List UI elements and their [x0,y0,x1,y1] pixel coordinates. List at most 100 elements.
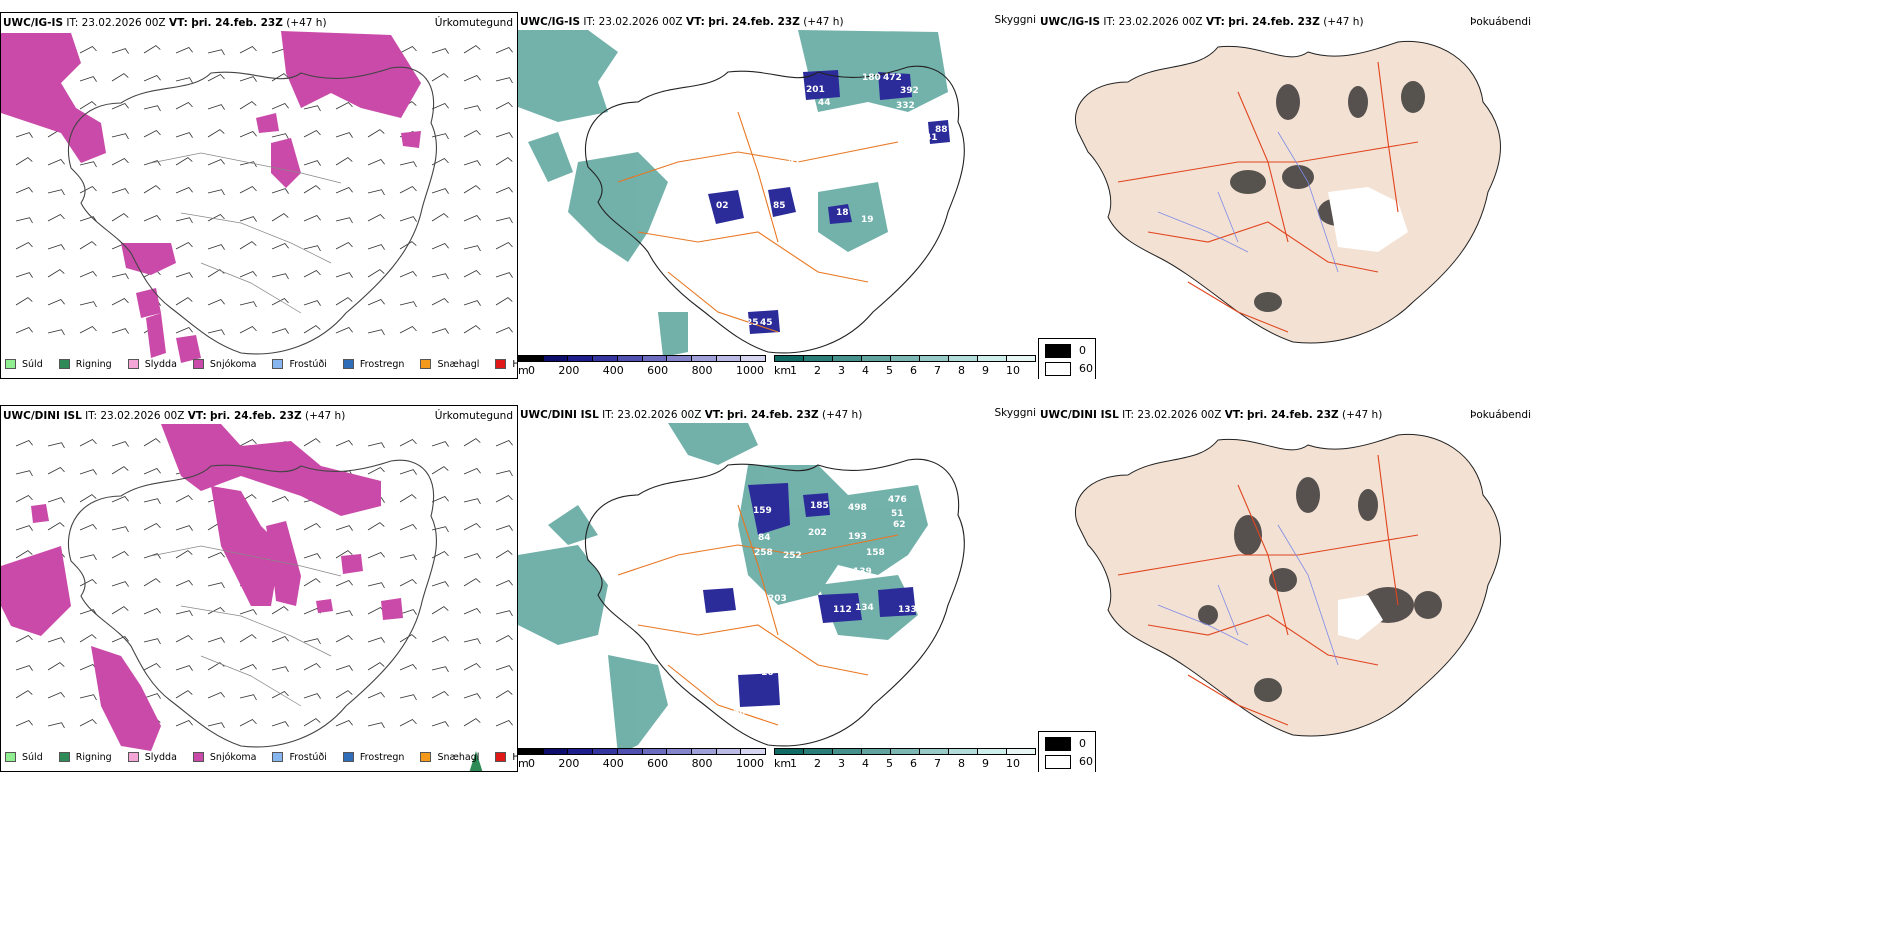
fog-legend-swatch [1045,344,1071,358]
visibility-colorbar [774,748,1036,755]
roads [1117,454,1419,726]
wind-barb [399,469,417,475]
colorbar-tick: 200 [558,364,580,377]
wind-barb [175,157,193,166]
wind-barb [335,665,353,671]
wind-barb [239,326,257,334]
wind-barb [239,76,257,82]
wind-barb [271,273,289,280]
colorbar-tick: 6 [910,757,917,770]
colorbar-segment [642,356,668,361]
wind-barb [303,578,321,587]
wind-barb [47,467,65,475]
wind-barb [239,131,257,138]
visibility-panel-top: UWC/IG-IS IT: 23.02.2026 00Z VT: þri. 24… [518,12,1038,379]
wind-barb [79,301,97,308]
wind-barb [335,690,353,699]
colorbars: m 0 200 400 600 800 1000 km 1 2 3 4 5 6 7 8 9 10 [518,748,1038,772]
wind-barb [143,438,161,447]
ceiling-value-label: 133 [898,605,917,615]
wind-barb [111,48,129,54]
wind-barb [399,609,417,615]
colorbar-tick: 200 [558,757,580,770]
wind-barb [431,526,449,533]
wind-barb [303,185,321,194]
field-name: Skyggni [994,407,1037,419]
colorbar-tick: 5 [886,364,893,377]
rivers [1157,131,1339,273]
wind-barb [47,637,65,643]
colorbar-tick: 9 [982,757,989,770]
colorbar-segment [978,749,1007,754]
wind-barb [271,133,289,140]
wind-barb [271,691,289,699]
colorbar-segment [862,356,891,361]
wind-barb [207,269,225,278]
wind-barb [463,105,481,112]
wind-barb [47,442,65,449]
wind-barb [207,244,225,250]
colorbar-segment [891,356,920,361]
wind-barb [111,133,129,140]
colorbar-segment [667,356,692,361]
legend-label: Snæhagl [437,358,480,370]
fog-panel-bottom: UWC/DINI ISL IT: 23.02.2026 00Z VT: þri.… [1038,405,1898,772]
colorbar-tick: 3 [838,364,845,377]
field-name: Þokuábendi [1470,16,1531,28]
precip-type-panel-top: UWC/IG-IS IT: 23.02.2026 00Z VT: þri. 24… [0,12,518,379]
wind-barb [495,440,513,447]
wind-barb [303,160,321,166]
rain-area [469,751,483,771]
fog-map-bottom [1075,433,1501,737]
wind-barb [303,553,321,559]
ceiling-value-label: 88 [935,125,948,135]
wind-barb [463,608,481,615]
colorbar-segment [593,356,618,361]
ceiling-value-label: 29 [758,609,771,619]
wind-barb [367,299,385,306]
panel-header: UWC/IG-IS IT: 23.02.2026 00Z VT: þri. 24… [3,17,327,29]
wind-barb [431,721,449,727]
legend-label: Snæhagl [437,751,480,763]
ceiling-value-label: 41 [925,133,938,143]
legend-swatch [342,752,354,762]
ceiling-colorbar [518,355,766,362]
colorbar-tick: 600 [647,364,669,377]
wind-barb [207,49,225,56]
wind-barb [207,722,225,729]
wind-barb [495,217,513,224]
wind-barb [271,298,289,306]
wind-barb [431,188,449,194]
model-name: UWC/IG-IS [3,17,64,29]
wind-barb [495,635,513,643]
legend-swatch [127,752,139,762]
wind-barb [495,272,513,278]
colorbar-tick: 6 [910,364,917,377]
wind-barb [399,241,417,250]
wind-barb [15,470,33,477]
wind-barb [111,298,129,306]
legend-swatch [420,359,432,369]
wind-barb [399,186,417,194]
visibility-ticks: 1 2 3 4 5 6 7 8 9 10 [790,757,1020,770]
wind-barb [399,271,417,278]
wind-barb [335,635,353,643]
colorbar-tick: 1000 [735,757,764,770]
wind-barb [335,157,353,166]
wind-barb [207,662,225,671]
wind-barb [207,582,225,589]
wind-barb [79,579,97,587]
wind-barb [367,722,385,729]
ceiling-value-label: 112 [833,605,852,615]
wind-barb [207,637,225,643]
wind-barb [303,718,321,727]
wind-barb [15,217,33,224]
legend-swatch [342,359,354,369]
wind-barb [79,241,97,250]
wind-barb [47,299,65,306]
wind-barb [79,664,97,671]
ceiling-value-label: 185 [810,501,829,511]
wind-barb [207,159,225,166]
ceiling-value-label: 180 [862,73,881,83]
fog-map-top [1075,40,1501,344]
